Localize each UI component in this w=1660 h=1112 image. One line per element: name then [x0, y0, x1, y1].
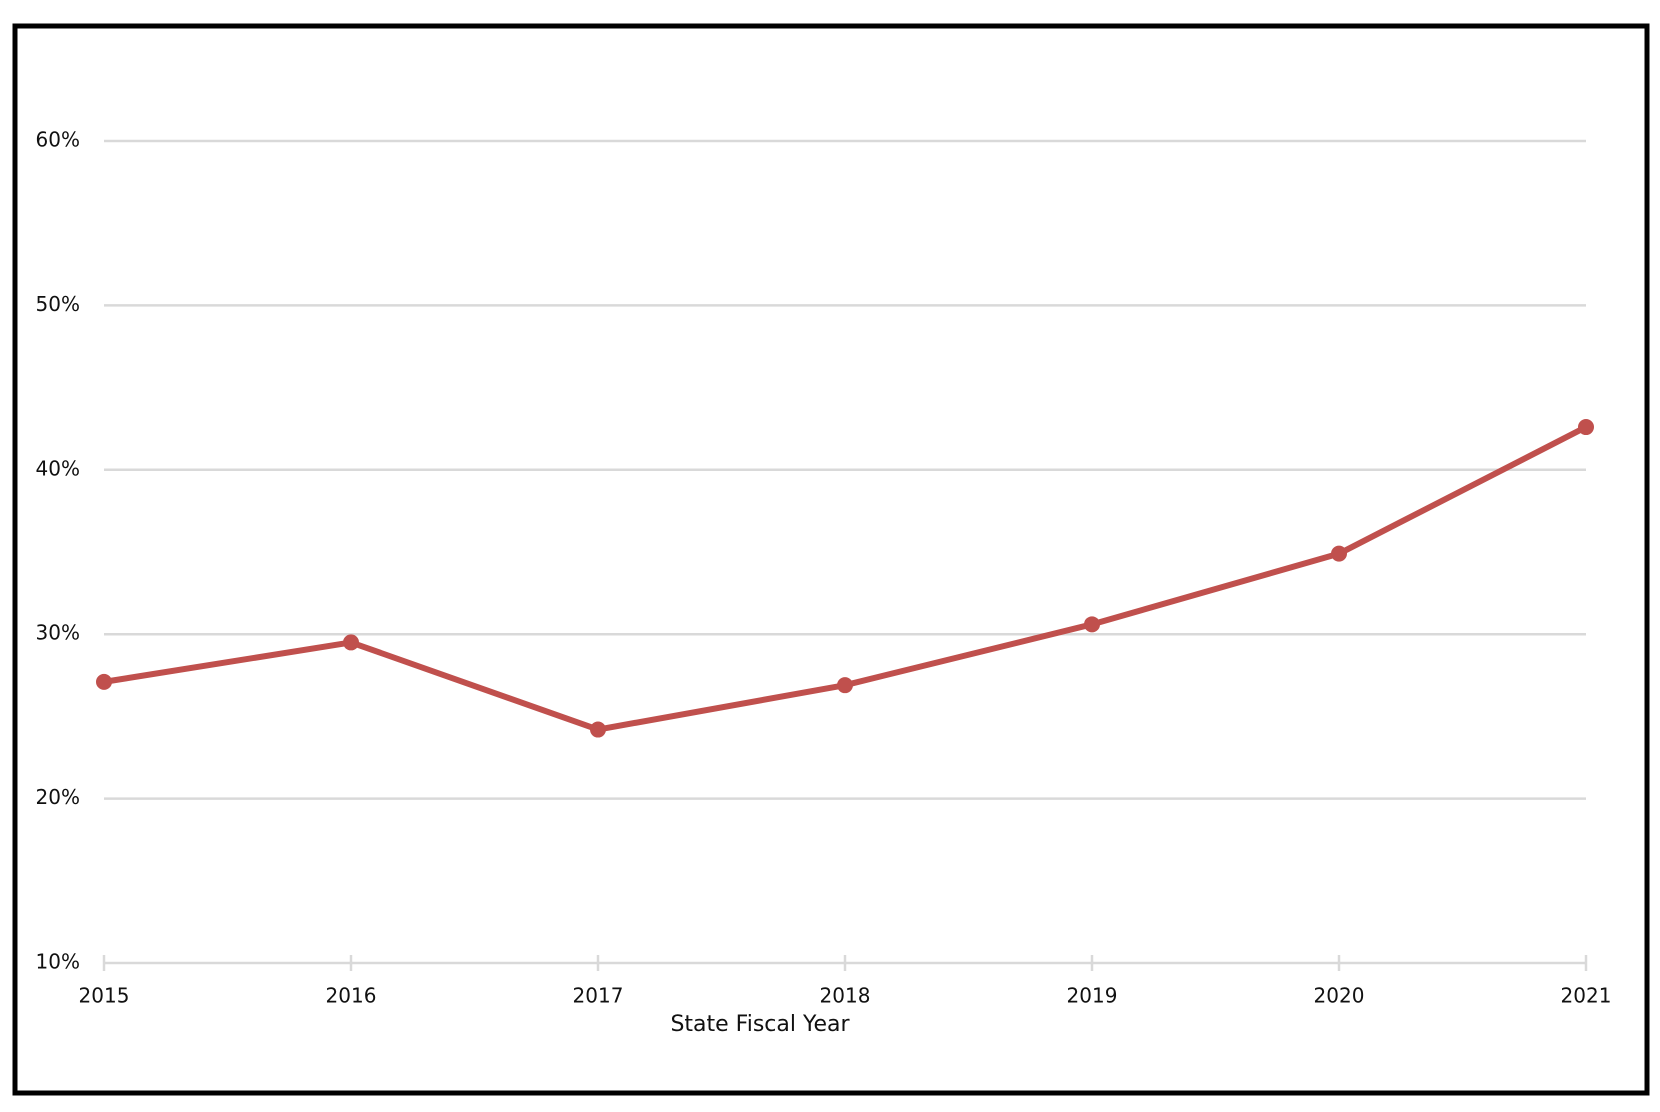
- data-point: [1331, 545, 1347, 562]
- x-tick-label: 2019: [1067, 984, 1118, 1008]
- data-point: [590, 721, 606, 738]
- x-tick-label: 2015: [79, 984, 130, 1008]
- data-point: [1084, 616, 1100, 633]
- data-point: [837, 677, 853, 694]
- data-point: [343, 634, 359, 651]
- x-tick-label: 2017: [573, 984, 624, 1008]
- y-tick-label: 10%: [36, 950, 80, 974]
- x-tick-label: 2016: [326, 984, 377, 1008]
- x-tick-label: 2020: [1314, 984, 1365, 1008]
- y-tick-label: 40%: [36, 456, 80, 480]
- x-tick-label: 2021: [1561, 984, 1612, 1008]
- y-tick-label: 30%: [36, 621, 80, 645]
- x-tick-label: 2018: [820, 984, 871, 1008]
- data-point: [1578, 419, 1594, 436]
- y-tick-label: 20%: [36, 785, 80, 809]
- y-tick-label: 50%: [36, 292, 80, 316]
- x-axis-title: State Fiscal Year: [670, 1012, 850, 1037]
- data-point: [96, 673, 112, 690]
- chart-frame: [12, 23, 1650, 1096]
- y-tick-label: 60%: [36, 128, 80, 152]
